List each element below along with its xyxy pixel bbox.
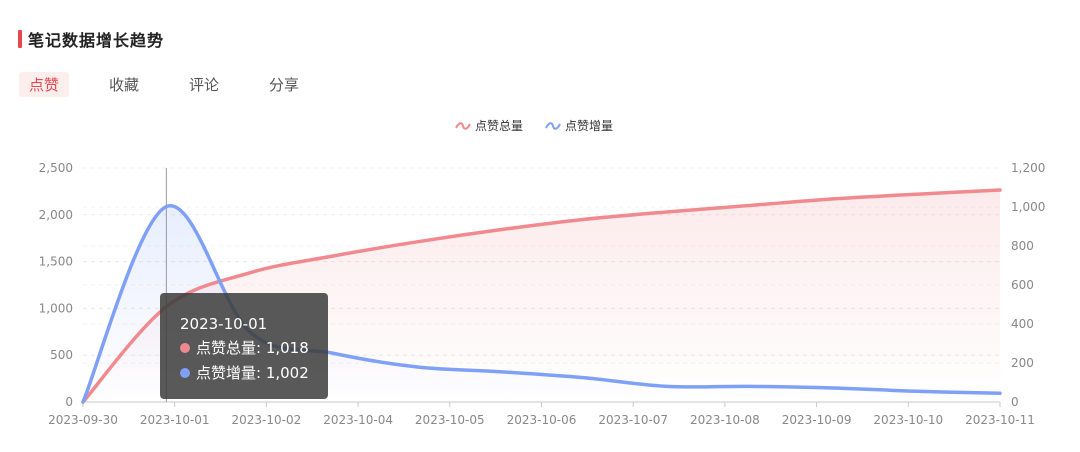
legend-label-total: 点赞总量 bbox=[475, 119, 524, 133]
x-tick-label: 2023-10-08 bbox=[690, 413, 760, 427]
y-left-tick-label: 2,500 bbox=[39, 161, 73, 175]
title-accent-bar bbox=[18, 30, 22, 48]
tab-likes[interactable]: 点赞 bbox=[19, 72, 70, 97]
x-tick-label: 2023-10-07 bbox=[598, 413, 668, 427]
page-title: 笔记数据增长趋势 bbox=[28, 31, 165, 50]
y-right-tick-label: 1,000 bbox=[1011, 200, 1045, 214]
x-tick-label: 2023-09-30 bbox=[48, 413, 118, 427]
legend-item-increment[interactable]: 点赞增量 bbox=[545, 117, 613, 134]
tooltip-value-total: 点赞总量: 1,018 bbox=[196, 339, 309, 357]
y-right-tick-label: 400 bbox=[1011, 317, 1034, 331]
y-right-tick-label: 600 bbox=[1011, 278, 1034, 292]
y-left-tick-label: 1,500 bbox=[39, 255, 73, 269]
x-tick-label: 2023-10-10 bbox=[873, 413, 943, 427]
tab-shares[interactable]: 分享 bbox=[269, 76, 300, 94]
chart-legend: 点赞总量 点赞增量 bbox=[455, 117, 635, 134]
chart-tooltip: 2023-10-01 点赞总量: 1,018 点赞增量: 1,002 bbox=[160, 293, 328, 399]
tooltip-row-increment: 点赞增量: 1,002 bbox=[180, 362, 328, 383]
y-left-tick-label: 500 bbox=[50, 348, 73, 362]
x-tick-label: 2023-10-02 bbox=[232, 413, 302, 427]
tooltip-date: 2023-10-01 bbox=[180, 315, 268, 333]
y-left-tick-label: 2,000 bbox=[39, 208, 73, 222]
y-right-tick-label: 0 bbox=[1011, 395, 1019, 409]
y-left-tick-label: 1,000 bbox=[39, 301, 73, 315]
series-line-increment bbox=[81, 204, 1002, 404]
x-tick-label: 2023-10-09 bbox=[782, 413, 852, 427]
tab-comments[interactable]: 评论 bbox=[189, 76, 220, 94]
tooltip-row-total: 点赞总量: 1,018 bbox=[180, 337, 328, 358]
y-right-tick-label: 200 bbox=[1011, 356, 1034, 370]
metric-tabs: 点赞 收藏 评论 分享 bbox=[19, 72, 339, 97]
x-tick-label: 2023-10-04 bbox=[323, 413, 393, 427]
tab-favorites[interactable]: 收藏 bbox=[109, 76, 140, 94]
x-tick-label: 2023-10-01 bbox=[140, 413, 210, 427]
y-right-tick-label: 1,200 bbox=[1011, 161, 1045, 175]
tooltip-value-increment: 点赞增量: 1,002 bbox=[196, 364, 309, 382]
tooltip-dot-icon bbox=[180, 367, 190, 378]
x-tick-label: 2023-10-06 bbox=[507, 413, 577, 427]
y-left-tick-label: 0 bbox=[65, 395, 73, 409]
legend-line-icon bbox=[455, 121, 471, 130]
legend-item-total[interactable]: 点赞总量 bbox=[455, 117, 523, 134]
x-tick-label: 2023-10-11 bbox=[965, 413, 1035, 427]
legend-line-icon bbox=[545, 121, 561, 130]
x-tick-label: 2023-10-05 bbox=[415, 413, 485, 427]
section-header: 笔记数据增长趋势 bbox=[18, 28, 164, 50]
legend-label-increment: 点赞增量 bbox=[565, 119, 614, 133]
series-line-total bbox=[81, 188, 1002, 404]
y-right-tick-label: 800 bbox=[1011, 239, 1034, 253]
tooltip-dot-icon bbox=[180, 342, 190, 353]
